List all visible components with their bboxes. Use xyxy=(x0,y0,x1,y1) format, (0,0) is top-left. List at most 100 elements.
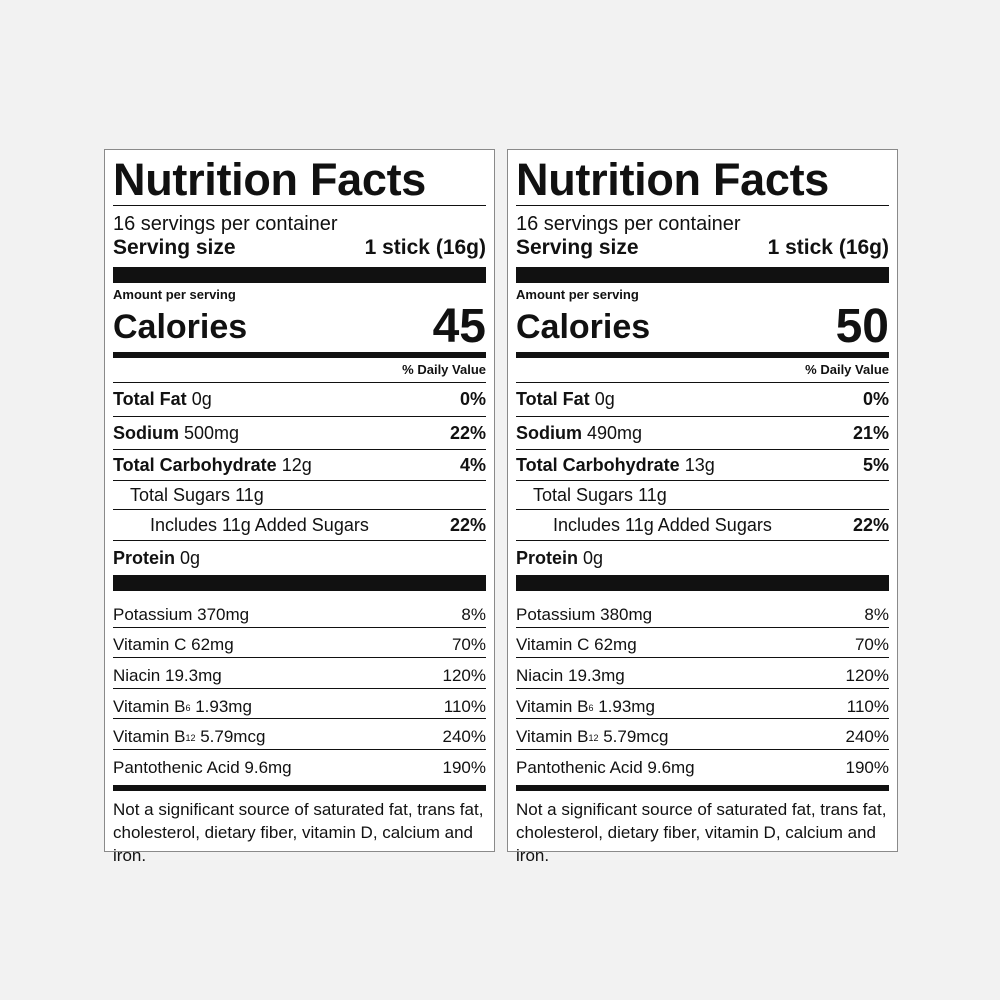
vitamin-amount: 19.3mg xyxy=(164,665,222,685)
nutrient-daily-value: 4% xyxy=(459,454,486,475)
amount-per-serving: Amount per serving xyxy=(113,287,236,302)
vitamin-daily-value: 8% xyxy=(864,604,889,624)
nutrient-name-amount: Total Carbohydrate 13g xyxy=(516,455,715,476)
vitamin-name: Vitamin C xyxy=(113,635,187,655)
calories-row: Calories 45 xyxy=(113,302,486,351)
nutrient-row: Total Sugars 11g xyxy=(113,481,486,510)
vitamin-daily-value: 70% xyxy=(854,635,889,655)
medium-rule xyxy=(113,352,486,358)
vitamin-row: Pantothenic Acid 9.6mg 190% xyxy=(516,750,889,781)
nutrient-row: Sodium 490mg 21% xyxy=(516,417,889,450)
servings-per-container: 16 servings per container xyxy=(516,213,741,235)
nutrient-row: Includes 11g Added Sugars 22% xyxy=(113,510,486,541)
nutrient-amount: 490mg xyxy=(587,422,643,443)
calories-value: 50 xyxy=(835,300,889,353)
nutrient-row: Total Fat 0g 0% xyxy=(113,383,486,417)
vitamin-name-amount: Vitamin C 62mg xyxy=(516,635,637,655)
medium-rule xyxy=(516,784,889,791)
nutrient-row: Protein 0g xyxy=(113,541,486,575)
nutrient-amount: 11g xyxy=(638,484,667,505)
vitamin-name-amount: Vitamin B12 5.79mcg xyxy=(113,727,265,747)
vitamin-amount: 62mg xyxy=(191,635,234,655)
vitamin-name: Niacin xyxy=(516,665,564,685)
nutrition-label: Nutrition Facts 16 servings per container… xyxy=(507,149,898,865)
vitamin-name-amount: Vitamin B12 5.79mcg xyxy=(516,727,668,747)
calories-label: Calories xyxy=(516,308,651,346)
vitamin-name-amount: Potassium 370mg xyxy=(113,605,249,625)
vitamin-row: Vitamin B6 1.93mg 110% xyxy=(516,689,889,720)
vitamin-daily-value: 190% xyxy=(845,758,889,778)
nutrient-name-amount: Sodium 500mg xyxy=(113,423,239,444)
calories-label: Calories xyxy=(113,308,248,346)
vitamin-name: Pantothenic Acid xyxy=(516,758,643,778)
vitamin-name: Vitamin B xyxy=(113,727,186,747)
serving-size-label: Serving size xyxy=(516,236,639,259)
vitamin-amount: 1.93mg xyxy=(195,696,252,716)
nutrient-amount: 13g xyxy=(684,454,715,475)
vitamin-row: Vitamin C 62mg 70% xyxy=(113,628,486,659)
nutrient-name-amount: Total Sugars 11g xyxy=(130,485,264,506)
vitamin-name-amount: Niacin 19.3mg xyxy=(113,666,222,686)
vitamin-row: Potassium 370mg 8% xyxy=(113,597,486,628)
vitamin-amount: 9.6mg xyxy=(647,758,695,778)
nutrient-name-amount: Includes 11g Added Sugars xyxy=(150,515,369,536)
thick-rule xyxy=(516,575,889,591)
vitamin-amount: 370mg xyxy=(197,604,250,624)
vitamin-daily-value: 70% xyxy=(451,635,486,655)
nutrient-row: Total Sugars 11g xyxy=(516,481,889,510)
nutrient-amount: 12g xyxy=(281,454,312,475)
nutrient-amount: 500mg xyxy=(184,422,240,443)
vitamin-subscript: 12 xyxy=(185,733,196,744)
serving-size-row: Serving size 1 stick (16g) xyxy=(516,235,889,261)
vitamin-daily-value: 120% xyxy=(442,665,486,685)
serving-size-value: 1 stick (16g) xyxy=(364,236,486,259)
calories-row: Calories 50 xyxy=(516,300,889,353)
nutrient-amount: 11g xyxy=(235,484,264,505)
vitamin-name-amount: Niacin 19.3mg xyxy=(516,666,625,686)
footnote: Not a significant source of saturated fa… xyxy=(516,799,887,865)
footnote: Not a significant source of saturated fa… xyxy=(113,799,484,865)
thick-rule xyxy=(113,267,486,283)
vitamin-name: Niacin xyxy=(113,665,161,685)
vitamin-subscript: 6 xyxy=(185,702,191,713)
vitamin-name: Pantothenic Acid xyxy=(113,758,240,778)
vitamin-row: Vitamin B12 5.79mcg 240% xyxy=(516,719,889,750)
vitamin-name: Vitamin B xyxy=(113,696,186,716)
vitamin-name: Potassium xyxy=(113,604,193,624)
vitamin-amount: 19.3mg xyxy=(567,665,625,685)
nutrient-name-amount: Total Fat 0g xyxy=(516,389,615,410)
nutrient-daily-value: 21% xyxy=(852,422,889,443)
nutrient-row: Includes 11g Added Sugars 22% xyxy=(516,510,889,541)
vitamin-name-amount: Vitamin B6 1.93mg xyxy=(113,697,252,717)
nutrient-row: Protein 0g xyxy=(516,541,889,575)
nutrient-daily-value: 5% xyxy=(862,454,889,475)
nutrient-daily-value: 0% xyxy=(862,389,889,409)
vitamin-name: Vitamin B xyxy=(516,727,589,747)
vitamin-row: Niacin 19.3mg 120% xyxy=(113,658,486,689)
nutrient-name: Total Fat xyxy=(516,389,590,409)
vitamin-amount: 380mg xyxy=(600,604,653,624)
vitamin-daily-value: 8% xyxy=(461,604,486,624)
nutrient-name: Includes 11g Added Sugars xyxy=(553,514,772,535)
amount-per-serving: Amount per serving xyxy=(516,287,639,302)
nutrient-row: Total Carbohydrate 13g 5% xyxy=(516,450,889,481)
vitamin-subscript: 6 xyxy=(588,702,594,713)
vitamin-name-amount: Vitamin B6 1.93mg xyxy=(516,697,655,717)
vitamin-name-amount: Pantothenic Acid 9.6mg xyxy=(516,758,695,778)
nutrient-amount: 0g xyxy=(583,547,604,568)
nutrient-name-amount: Protein 0g xyxy=(516,548,603,569)
nutrient-name: Sodium xyxy=(113,422,179,443)
vitamin-daily-value: 190% xyxy=(442,758,486,778)
nutrient-name: Protein xyxy=(113,547,176,568)
vitamin-row: Potassium 380mg 8% xyxy=(516,597,889,628)
vitamin-row: Vitamin B12 5.79mcg 240% xyxy=(113,719,486,750)
vitamin-row: Vitamin B6 1.93mg 110% xyxy=(113,689,486,720)
daily-value-header: % Daily Value xyxy=(113,358,486,383)
nutrient-name: Includes 11g Added Sugars xyxy=(150,514,369,535)
vitamin-amount: 9.6mg xyxy=(244,758,292,778)
nutrient-row: Total Carbohydrate 12g 4% xyxy=(113,450,486,481)
nutrient-name-amount: Total Fat 0g xyxy=(113,389,212,410)
serving-size-row: Serving size 1 stick (16g) xyxy=(113,235,486,261)
vitamin-name: Potassium xyxy=(516,604,596,624)
